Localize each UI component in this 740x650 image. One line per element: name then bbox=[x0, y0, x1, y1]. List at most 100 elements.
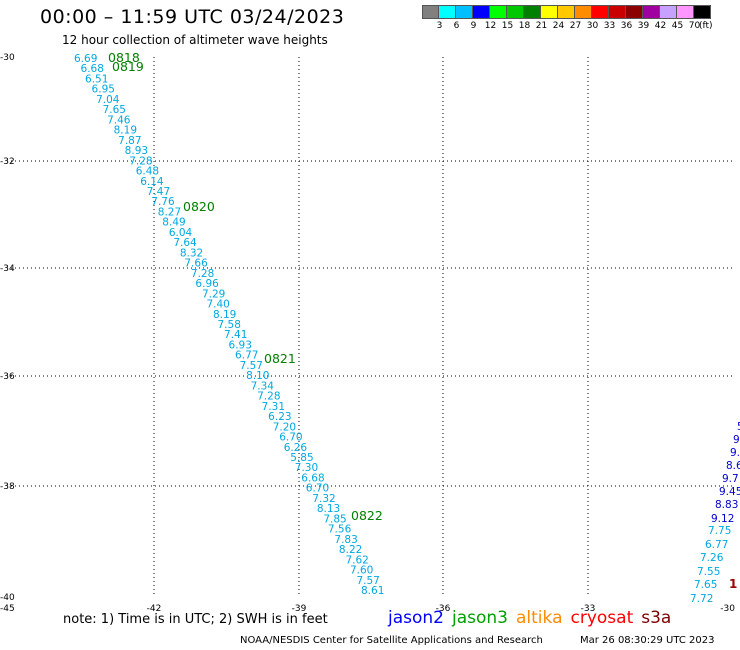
swh-value: 6.14 bbox=[140, 176, 164, 188]
swh-value: 6.95 bbox=[92, 84, 115, 96]
swh-value: 6.04 bbox=[169, 227, 193, 239]
swh-value: 8.19 bbox=[114, 125, 137, 137]
y-tick-label: -32 bbox=[0, 157, 15, 167]
satellite-s3a: s3a bbox=[641, 608, 672, 628]
satellite-jason2: jason2 bbox=[388, 608, 444, 628]
legend-swatches bbox=[422, 5, 713, 19]
swh-value: 6.69 bbox=[74, 53, 97, 65]
swh-value: 8.13 bbox=[317, 503, 340, 515]
legend-label: 36 bbox=[620, 21, 633, 31]
swh-value: 6.68 bbox=[301, 472, 324, 484]
swh-value: 7.28 bbox=[129, 155, 152, 167]
swh-value: 8.22 bbox=[339, 544, 362, 556]
swh-value: 7.65 bbox=[694, 579, 717, 591]
legend-label: 70 bbox=[688, 21, 701, 31]
swh-value: 7.55 bbox=[697, 566, 720, 578]
legend-label: 39 bbox=[637, 21, 650, 31]
swh-value: 6.70 bbox=[306, 483, 329, 495]
legend-label: 12 bbox=[484, 21, 497, 31]
swh-value: 6.23 bbox=[268, 411, 291, 423]
swh-value: 7.66 bbox=[184, 258, 208, 270]
legend-swatch bbox=[490, 5, 507, 19]
swh-value: 9. bbox=[730, 447, 740, 459]
legend-swatch bbox=[422, 5, 439, 19]
page-subtitle: 12 hour collection of altimeter wave hei… bbox=[62, 33, 328, 47]
swh-value: 7.31 bbox=[262, 401, 285, 413]
swh-value: 5.85 bbox=[290, 452, 313, 464]
legend-swatch bbox=[439, 5, 456, 19]
legend-label: 21 bbox=[535, 21, 548, 31]
swh-value: 8.49 bbox=[162, 217, 185, 229]
x-tick-label: -30 bbox=[720, 604, 735, 614]
legend-swatch bbox=[473, 5, 490, 19]
swh-value: 7.34 bbox=[251, 380, 275, 392]
satellite-cryosat: cryosat bbox=[570, 608, 634, 628]
swh-value: 7.04 bbox=[96, 94, 120, 106]
swh-value: 7.40 bbox=[206, 299, 229, 311]
legend-swatch bbox=[575, 5, 592, 19]
credit-line: NOAA/NESDIS Center for Satellite Applica… bbox=[240, 635, 543, 646]
swh-value: 8.6 bbox=[726, 460, 740, 472]
swh-value: 8.93 bbox=[125, 145, 148, 157]
swh-value: 8.10 bbox=[246, 370, 269, 382]
legend-swatch bbox=[609, 5, 626, 19]
y-tick-label: -30 bbox=[0, 53, 15, 63]
legend-label: 24 bbox=[552, 21, 565, 31]
swh-value: 7.57 bbox=[356, 575, 379, 587]
swh-value: 7.20 bbox=[273, 421, 296, 433]
swh-value: 9.45 bbox=[719, 486, 740, 498]
swh-value: 8.19 bbox=[213, 309, 236, 321]
swh-value: 8.27 bbox=[158, 206, 181, 218]
x-tick-label: -36 bbox=[436, 604, 451, 614]
swh-value: 8.32 bbox=[180, 247, 203, 259]
x-tick-label: -42 bbox=[147, 604, 162, 614]
swh-value: 7.72 bbox=[690, 593, 713, 605]
legend-unit: (ft) bbox=[699, 21, 713, 31]
swh-value: 7.58 bbox=[218, 319, 241, 331]
legend-label: 15 bbox=[501, 21, 514, 31]
swh-value: 7.83 bbox=[334, 534, 357, 546]
swh-value: 6.93 bbox=[229, 339, 252, 351]
y-tick-label: -40 bbox=[0, 593, 15, 603]
x-tick-label: -39 bbox=[292, 604, 307, 614]
legend-labels: 3 6 9 12 15 18 21 24 27 30 33 36 39 42 45 70 (ft) bbox=[422, 19, 713, 31]
legend-swatch bbox=[456, 5, 473, 19]
swh-value: 7.29 bbox=[202, 288, 225, 300]
swh-value: 7.57 bbox=[240, 360, 263, 372]
legend-swatch bbox=[643, 5, 660, 19]
y-tick-label: -36 bbox=[0, 372, 15, 382]
swh-value: 7.32 bbox=[312, 493, 335, 505]
cryosat-value: 1 bbox=[729, 577, 737, 591]
swh-value: 7.28 bbox=[191, 268, 214, 280]
swh-value: 6.70 bbox=[279, 432, 302, 444]
legend-spacer bbox=[422, 21, 431, 31]
swh-value: 7.85 bbox=[323, 513, 346, 525]
swh-value: 7.76 bbox=[151, 196, 175, 208]
swh-value: 6.77 bbox=[235, 350, 258, 362]
y-tick-label: -34 bbox=[0, 264, 15, 274]
satellite-legend: jason2 jason3 altika cryosat s3a bbox=[388, 608, 679, 628]
swh-value: 8.83 bbox=[715, 499, 738, 511]
swh-value: 7.26 bbox=[700, 552, 724, 564]
generated-timestamp: Mar 26 08:30:29 UTC 2023 bbox=[580, 635, 715, 646]
swh-value: 7.75 bbox=[708, 525, 731, 537]
legend-swatch bbox=[507, 5, 524, 19]
legend-swatch bbox=[660, 5, 677, 19]
legend-swatch bbox=[626, 5, 643, 19]
legend-label: 42 bbox=[654, 21, 667, 31]
swh-value: 6.77 bbox=[705, 539, 728, 551]
swh-value: 7.46 bbox=[107, 114, 131, 126]
swh-value: 7.41 bbox=[224, 329, 247, 341]
swh-value: 6.51 bbox=[85, 73, 108, 85]
pass-time-label: 0819 bbox=[112, 59, 144, 74]
legend-label: 6 bbox=[453, 21, 460, 31]
pass-time-label: 0818 bbox=[108, 50, 140, 65]
legend-swatch bbox=[558, 5, 575, 19]
swh-value: 7.62 bbox=[345, 554, 368, 566]
swh-value: 9 bbox=[733, 434, 740, 446]
satellite-jason3: jason3 bbox=[452, 608, 508, 628]
swh-value: 7.30 bbox=[295, 462, 318, 474]
legend-swatch bbox=[677, 5, 694, 19]
swh-value: 7.56 bbox=[328, 524, 352, 536]
